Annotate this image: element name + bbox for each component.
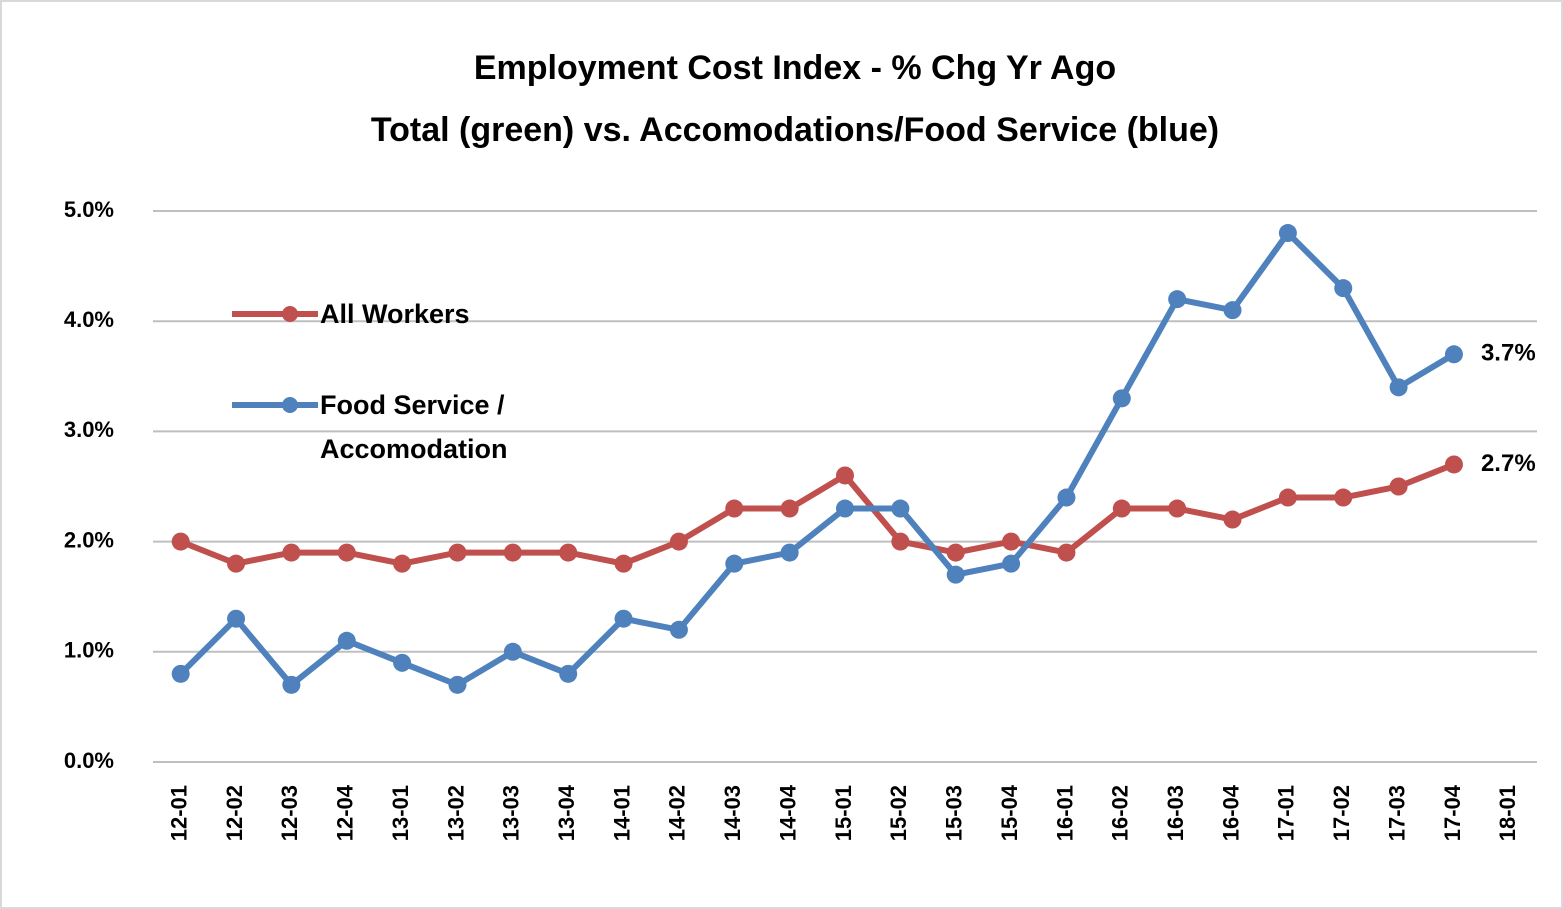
x-tick-label: 17-01 [1274,785,1299,841]
x-tick-label: 14-03 [720,785,745,841]
legend-label: All Workers [320,299,470,329]
y-tick-label: 3.0% [64,417,114,442]
x-tick-label: 15-02 [886,785,911,841]
y-tick-label: 5.0% [64,197,114,222]
data-point [1057,543,1076,562]
data-label: 3.7% [1481,340,1536,367]
x-tick-label: 14-01 [609,785,634,841]
x-tick-label: 12-04 [333,784,358,841]
data-point [282,675,301,694]
data-point [448,543,467,562]
data-point [1223,301,1242,320]
data-point [282,543,301,562]
x-tick-label: 12-03 [277,785,302,841]
data-point [1057,488,1076,507]
x-tick-label: 17-03 [1384,785,1409,841]
data-point [503,642,522,661]
data-point [891,499,910,518]
legend-marker [282,306,298,322]
series-line [178,230,1456,688]
x-tick-label: 15-01 [831,785,856,841]
y-tick-label: 4.0% [64,307,114,332]
x-tick-label: 15-03 [942,785,967,841]
data-point [227,609,246,628]
data-point [725,554,744,573]
data-point [393,554,412,573]
data-point [1334,279,1353,298]
x-tick-label: 14-04 [775,784,800,841]
x-tick-label: 17-02 [1329,785,1354,841]
data-point [1278,224,1297,243]
data-point [1389,477,1408,496]
data-point [1112,389,1131,408]
x-tick-label: 13-03 [499,785,524,841]
data-point [836,499,854,518]
data-label: 2.7% [1481,450,1536,477]
data-point [669,620,688,639]
data-point [836,466,854,485]
y-tick-label: 2.0% [64,527,114,552]
legend-label: Food Service / Accomodation [320,390,508,464]
data-point [559,543,578,562]
data-point [669,532,688,551]
series-line [179,461,1456,567]
x-tick-label: 12-02 [222,785,247,841]
data-point [1334,488,1353,507]
data-point [891,532,910,551]
data-point [1389,378,1408,397]
data-point [559,664,578,683]
data-point [946,543,965,562]
x-tick-label: 16-03 [1163,785,1188,841]
data-point [337,631,356,650]
data-point [503,543,522,562]
data-point [946,565,965,584]
x-tick-label: 13-01 [388,785,413,841]
x-tick-label: 16-04 [1218,784,1243,841]
data-point [337,543,356,562]
data-point [780,543,799,562]
x-tick-label: 14-02 [665,785,690,841]
x-tick-label: 13-02 [443,785,468,841]
data-point [1444,455,1463,474]
data-point [1168,290,1187,309]
data-point [171,532,190,551]
x-tick-label: 16-02 [1108,785,1133,841]
data-point [1002,554,1021,573]
data-point [1168,499,1187,518]
data-point [1444,345,1463,364]
data-point [1112,499,1131,518]
chart-title: Employment Cost Index - % Chg Yr Ago [474,49,1116,87]
data-point [1223,510,1242,529]
y-tick-label: 1.0% [64,638,114,663]
data-point [1002,532,1021,551]
data-point [725,499,744,518]
x-tick-label: 17-04 [1440,784,1465,841]
x-tick-label: 15-04 [997,784,1022,841]
data-point [614,554,633,573]
chart-subtitle: Total (green) vs. Accomodations/Food Ser… [371,111,1219,149]
data-point [614,609,633,628]
x-tick-label: 16-01 [1052,785,1077,841]
data-point [227,554,246,573]
y-tick-label: 0.0% [64,748,114,773]
x-tick-label: 18-01 [1495,785,1520,841]
data-point [780,499,799,518]
legend-marker [282,397,298,413]
data-point [171,664,190,683]
data-point [1278,488,1297,507]
x-tick-label: 13-04 [554,784,579,841]
data-point [448,675,467,694]
data-point [393,653,412,672]
x-tick-label: 12-01 [166,785,191,841]
